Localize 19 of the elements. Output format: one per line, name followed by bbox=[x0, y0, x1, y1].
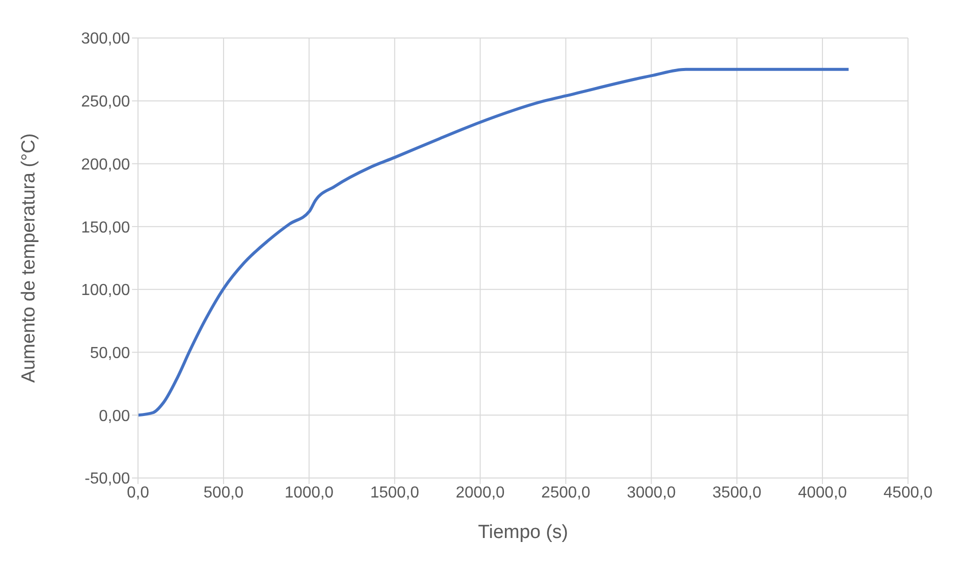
y-tick-label: 100,00 bbox=[81, 282, 130, 300]
y-tick-label: 150,00 bbox=[81, 219, 130, 236]
y-tick-label: 50,00 bbox=[90, 344, 130, 362]
x-tick-label: 500,0 bbox=[204, 484, 244, 502]
y-tick-label: 200,00 bbox=[81, 156, 130, 174]
y-axis-title: Aumento de temperatura (°C) bbox=[18, 133, 40, 383]
y-tick-label: 0,00 bbox=[98, 408, 130, 425]
x-tick-label: 4500,0 bbox=[884, 484, 933, 502]
x-tick-label: 2000,0 bbox=[456, 484, 505, 502]
x-axis-title: Tiempo (s) bbox=[478, 522, 568, 543]
x-tick-label: 4000,0 bbox=[798, 484, 848, 502]
x-tick-label: 1000,0 bbox=[284, 484, 334, 502]
y-tick-label: 300,00 bbox=[81, 30, 130, 48]
y-tick-label: 250,00 bbox=[81, 94, 130, 111]
x-tick-label: 2500,0 bbox=[541, 484, 590, 502]
line-series bbox=[138, 68, 850, 417]
x-tick-label: 3500,0 bbox=[712, 484, 762, 502]
x-tick-label: 1500,0 bbox=[370, 484, 420, 502]
x-tick-label: 3000,0 bbox=[626, 484, 676, 502]
